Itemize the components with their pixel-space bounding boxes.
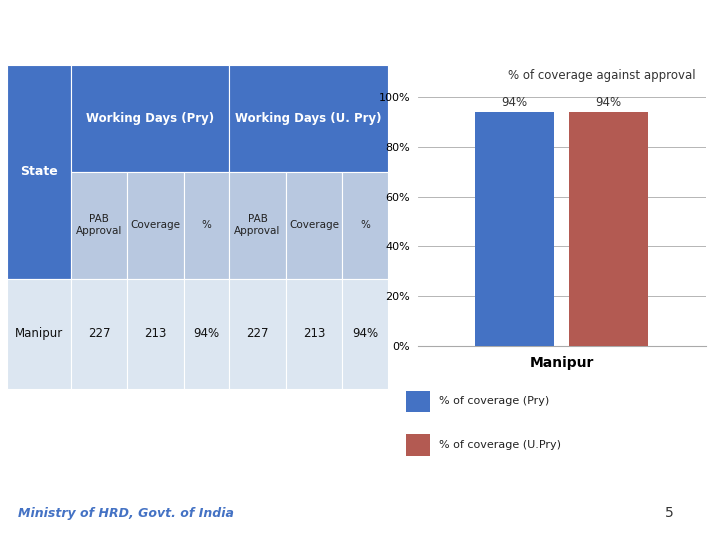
Text: %: % [360,220,370,230]
FancyBboxPatch shape [406,434,431,456]
Text: Manipur: Manipur [15,327,63,340]
FancyBboxPatch shape [184,279,229,389]
Text: 94%: 94% [501,96,528,109]
FancyBboxPatch shape [286,279,343,389]
Text: %: % [202,220,212,230]
FancyBboxPatch shape [343,172,387,279]
FancyBboxPatch shape [7,65,71,279]
Text: 94%: 94% [352,327,378,340]
Text: 213: 213 [145,327,167,340]
Text: PAB
Approval: PAB Approval [76,214,122,236]
FancyBboxPatch shape [406,390,431,412]
Text: Working Days (U. Pry): Working Days (U. Pry) [235,112,382,125]
Text: 227: 227 [246,327,269,340]
Text: State: State [20,165,58,178]
Text: % of coverage against approval: % of coverage against approval [508,69,696,82]
Bar [475,112,554,346]
Text: 5: 5 [665,506,674,520]
FancyBboxPatch shape [127,172,184,279]
Text: 227: 227 [88,327,110,340]
FancyBboxPatch shape [229,65,387,172]
Text: 94%: 94% [194,327,220,340]
Text: 213: 213 [303,327,325,340]
Text: PAB
Approval: PAB Approval [234,214,281,236]
Text: Ministry of HRD, Govt. of India: Ministry of HRD, Govt. of India [18,507,234,519]
FancyBboxPatch shape [184,172,229,279]
FancyBboxPatch shape [229,279,286,389]
FancyBboxPatch shape [7,279,71,389]
Text: Coverage: Coverage [289,220,339,230]
FancyBboxPatch shape [343,279,387,389]
Text: Working Days (Primary & U. Primary): Working Days (Primary & U. Primary) [112,16,608,40]
Text: Working Days (Pry): Working Days (Pry) [86,112,214,125]
Bar [570,112,648,346]
FancyBboxPatch shape [229,172,286,279]
FancyBboxPatch shape [71,279,127,389]
FancyBboxPatch shape [71,65,229,172]
Text: % of coverage (Pry): % of coverage (Pry) [439,396,550,406]
Text: 94%: 94% [595,96,622,109]
Text: % of coverage (U.Pry): % of coverage (U.Pry) [439,440,562,450]
Text: Coverage: Coverage [131,220,181,230]
FancyBboxPatch shape [127,279,184,389]
FancyBboxPatch shape [71,172,127,279]
FancyBboxPatch shape [286,172,343,279]
